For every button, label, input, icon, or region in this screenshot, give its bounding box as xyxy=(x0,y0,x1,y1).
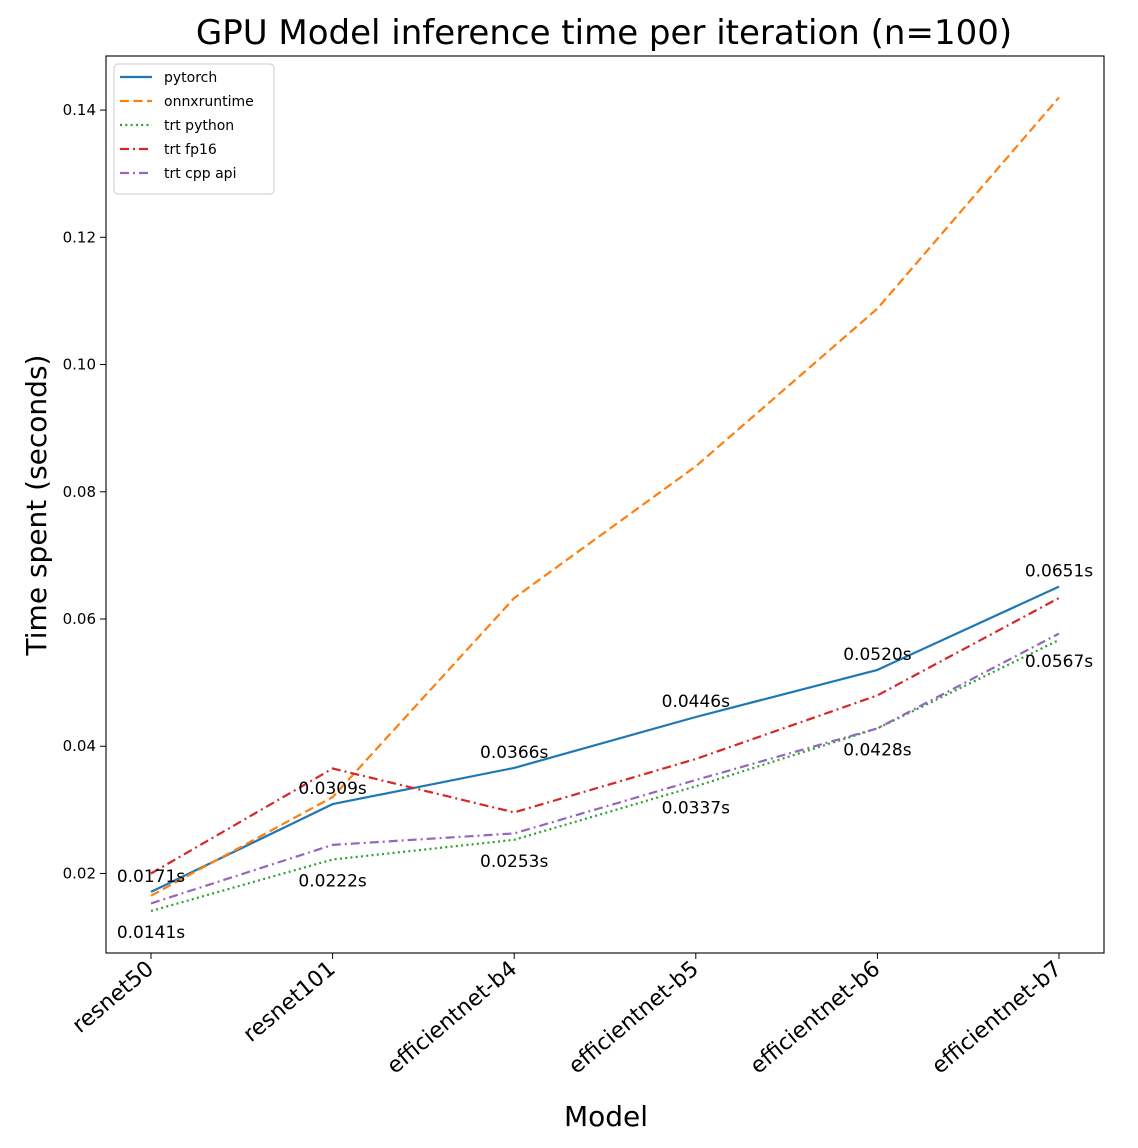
plot-frame xyxy=(105,55,1105,954)
data-label-0-0141s: 0.0141s xyxy=(117,923,185,943)
data-label-0-0171s: 0.0171s xyxy=(117,867,185,887)
data-label-0-0366s: 0.0366s xyxy=(480,743,548,763)
legend-box xyxy=(113,63,275,195)
series-line-trt-cpp-api xyxy=(150,632,1060,905)
series-line-onnxruntime xyxy=(150,96,1060,897)
y-tick-label-0-12: 0.12 xyxy=(63,228,96,246)
y-axis-ticks: 0.02 0.04 0.06 0.08 0.10 0.12 0.14 xyxy=(63,101,106,882)
legend-label-pytorch: pytorch xyxy=(164,70,217,86)
data-label-0-0520s: 0.0520s xyxy=(843,645,911,665)
chart-title: GPU Model inference time per iteration (… xyxy=(196,13,1012,53)
y-axis-label: Time spent (seconds) xyxy=(20,355,53,657)
x-tick-label-resnet101: resnet101 xyxy=(239,956,341,1047)
plot-area xyxy=(150,96,1060,913)
y-tick-label-0-08: 0.08 xyxy=(63,483,96,501)
legend-label-trt-fp16: trt fp16 xyxy=(164,142,217,158)
data-label-0-0428s: 0.0428s xyxy=(843,740,911,760)
x-tick-label-efficientnet-b6: efficientnet-b6 xyxy=(746,956,885,1079)
data-label-0-0309s: 0.0309s xyxy=(298,779,366,799)
y-tick-label-0-02: 0.02 xyxy=(63,864,96,882)
data-label-0-0222s: 0.0222s xyxy=(298,871,366,891)
series-line-pytorch xyxy=(150,585,1060,893)
data-label-0-0567s: 0.0567s xyxy=(1025,652,1093,672)
y-tick-label-0-14: 0.14 xyxy=(63,101,96,119)
x-tick-label-efficientnet-b4: efficientnet-b4 xyxy=(383,956,522,1079)
y-tick-label-0-10: 0.10 xyxy=(63,356,96,374)
x-tick-label-resnet50: resnet50 xyxy=(68,956,159,1038)
legend-label-trt-python: trt python xyxy=(164,118,234,134)
legend: pytorch onnxruntime trt python trt fp16 trt … xyxy=(113,63,275,195)
x-tick-label-efficientnet-b7: efficientnet-b7 xyxy=(927,956,1066,1079)
legend-label-onnxruntime: onnxruntime xyxy=(164,94,254,110)
legend-label-trt-cpp-api: trt cpp api xyxy=(164,166,236,182)
data-label-0-0446s: 0.0446s xyxy=(662,692,730,712)
y-tick-label-0-04: 0.04 xyxy=(63,737,96,755)
data-label-0-0253s: 0.0253s xyxy=(480,852,548,872)
series-line-trt-python xyxy=(150,639,1060,913)
data-label-0-0337s: 0.0337s xyxy=(662,798,730,818)
x-axis-ticks: resnet50 resnet101 efficientnet-b4 efficien… xyxy=(68,953,1067,1079)
series-line-trt-fp16 xyxy=(150,597,1060,875)
x-axis-label: Model xyxy=(564,1100,648,1133)
data-label-0-0651s: 0.0651s xyxy=(1025,562,1093,582)
x-tick-label-efficientnet-b5: efficientnet-b5 xyxy=(564,956,703,1079)
y-tick-label-0-06: 0.06 xyxy=(63,610,96,628)
data-labels: 0.0171s 0.0141s 0.0309s 0.0222s 0.0366s 0.025… xyxy=(117,562,1093,943)
